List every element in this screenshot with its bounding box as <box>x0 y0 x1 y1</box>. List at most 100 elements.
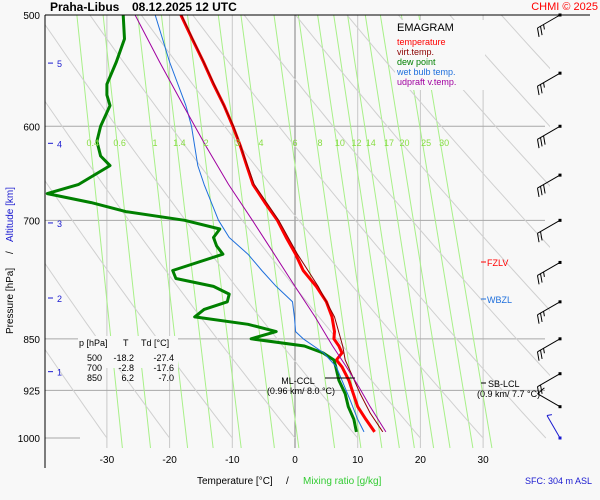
barb-station-dot <box>558 124 562 128</box>
mixing-ratio-line <box>160 15 214 449</box>
dry-adiabat <box>449 15 550 128</box>
barb-staff <box>537 373 561 388</box>
mixing-ratio-label: 20 <box>399 138 409 148</box>
barb-feather <box>540 349 543 360</box>
x-axis-title: Temperature [°C] <box>197 476 273 487</box>
wind-barb <box>536 218 562 243</box>
wind-barb <box>536 13 562 37</box>
table-header-t: T <box>123 338 129 348</box>
barb-station-dot <box>558 300 562 304</box>
mixing-ratio-line <box>364 15 435 449</box>
wind-barb <box>536 71 562 96</box>
wind-barb <box>536 337 562 361</box>
mixing-ratio-label: 0.6 <box>113 138 126 148</box>
table-header-td: Td [°C] <box>141 338 169 348</box>
mixing-ratio-line <box>317 15 383 449</box>
barb-feather <box>540 26 543 36</box>
x-tick-label: -20 <box>162 455 177 466</box>
table-cell: 6.2 <box>121 373 134 383</box>
wind-barb <box>536 260 562 285</box>
barb-staff <box>546 415 561 439</box>
x-axis-separator: / <box>286 476 289 487</box>
barb-station-dot <box>558 260 562 264</box>
dry-adiabat <box>398 15 550 187</box>
x-tick-label: 0 <box>292 455 298 466</box>
legend-dew-point: dew point <box>397 57 436 67</box>
barb-staff <box>537 338 561 353</box>
barb-feather <box>540 231 543 241</box>
barb-station-dot <box>558 372 562 376</box>
barb-feather <box>536 314 540 324</box>
series-temperature <box>179 15 376 433</box>
dry-adiabat <box>45 348 108 439</box>
fzlv-label: FZLV <box>487 258 508 268</box>
mixing-ratio-label: 1.4 <box>173 138 186 148</box>
wind-barb <box>536 124 562 149</box>
legend-title: EMAGRAM <box>397 22 454 34</box>
barb-feather <box>540 384 543 394</box>
legend-updraft: udpraft v.temp. <box>397 77 456 87</box>
mixing-ratio-line <box>240 15 300 449</box>
tick-layer: 0.4 0.6 1 1.4 2 3 4 6 8 10 12 14 17 20 25 30-30 -20 -10 0 1… <box>18 11 590 468</box>
barb-half-feather <box>543 271 545 277</box>
pressure-tick-label: 1000 <box>18 434 41 445</box>
mixing-ratio-label: 6 <box>293 138 298 148</box>
barb-feather <box>540 186 543 196</box>
barb-half-feather <box>543 24 545 30</box>
barb-station-dot <box>558 405 562 409</box>
mixing-ratio-label: 0.4 <box>86 138 99 148</box>
text-layer: Praha-Libus 08.12.2025 12 UTC CHMI © 202… <box>5 0 598 487</box>
legend-box <box>395 20 485 90</box>
barb-staff <box>537 125 561 140</box>
barb-staff <box>537 219 561 234</box>
pressure-tick-label: 925 <box>23 386 40 397</box>
x-tick-label: 20 <box>415 455 427 466</box>
barb-feather <box>540 137 543 147</box>
mixing-ratio-line <box>333 15 400 449</box>
barb-station-dot <box>558 173 562 177</box>
altitude-tick-label: 5 <box>57 59 62 69</box>
x-axis-title-secondary: Mixing ratio [g/kg] <box>303 476 382 487</box>
pressure-tick-label: 700 <box>23 216 40 227</box>
y-axis-separator: / <box>5 251 16 254</box>
mixing-ratio-line <box>137 15 189 449</box>
series-udpraft-v-temp <box>134 15 387 433</box>
series-virt-temp <box>181 15 384 433</box>
barb-staff <box>537 262 561 276</box>
mixing-ratio-lines <box>76 15 493 449</box>
barb-feather <box>540 312 543 323</box>
barb-staff <box>537 72 561 87</box>
x-tick-label: 10 <box>352 455 364 466</box>
dry-adiabat <box>243 15 550 377</box>
y-axis-title: Pressure [hPa] <box>5 268 16 334</box>
legend-virt-temp: virt.temp. <box>397 47 434 57</box>
dry-adiabat <box>192 15 547 439</box>
wind-barb <box>536 173 562 198</box>
table-cell: -27.4 <box>153 353 174 363</box>
copyright: CHMI © 2025 <box>531 1 598 13</box>
table-cell: -2.8 <box>118 363 134 373</box>
mixing-ratio-label: 12 <box>351 138 361 148</box>
altitude-tick-label: 3 <box>57 219 62 229</box>
barb-half-feather <box>543 348 545 354</box>
x-tick-label: -30 <box>100 455 115 466</box>
barb-staff <box>537 301 561 316</box>
barb-feather <box>543 184 546 194</box>
dry-adiabat <box>45 23 359 439</box>
barb-station-dot <box>558 337 562 341</box>
dry-adiabat <box>295 15 550 312</box>
barb-staff <box>537 393 561 408</box>
mixing-ratio-label: 8 <box>318 138 323 148</box>
barb-feather <box>536 233 540 243</box>
pressure-tick-label: 600 <box>23 122 40 133</box>
table-cell: -18.2 <box>113 353 134 363</box>
ml-ccl-detail: (0.96 km/ 8.0 °C) <box>267 386 335 396</box>
dry-adiabats <box>45 15 550 439</box>
mixing-ratio-line <box>76 15 123 449</box>
barb-staff <box>537 174 561 189</box>
barb-feather <box>536 139 540 149</box>
pressure-tick-label: 500 <box>23 11 40 22</box>
barb-station-dot <box>558 436 562 440</box>
station-name: Praha-Libus <box>50 0 120 14</box>
